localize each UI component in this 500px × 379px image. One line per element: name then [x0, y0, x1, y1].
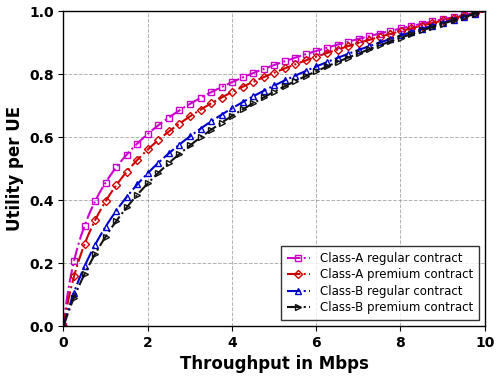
Line: Class-A premium contract: Class-A premium contract: [60, 8, 488, 329]
Class-B premium contract: [104, 233, 110, 238]
Class-B premium contract: [60, 324, 66, 329]
Line: Class-B regular contract: Class-B regular contract: [60, 8, 488, 329]
Class-B premium contract: [389, 39, 395, 43]
Class-A regular contract: [396, 27, 402, 31]
Class-A premium contract: [246, 81, 252, 86]
Class-B premium contract: [246, 103, 252, 108]
Class-A premium contract: [389, 31, 395, 36]
Class-B premium contract: [482, 9, 488, 13]
Class-A premium contract: [396, 29, 402, 34]
Line: Class-B premium contract: Class-B premium contract: [60, 8, 488, 329]
Legend: Class-A regular contract, Class-A premium contract, Class-B regular contract, Cl: Class-A regular contract, Class-A premiu…: [280, 246, 479, 320]
Class-B regular contract: [389, 36, 395, 41]
Class-A premium contract: [350, 42, 356, 47]
Class-A premium contract: [482, 9, 488, 13]
Class-B premium contract: [231, 113, 237, 117]
Class-B regular contract: [350, 50, 356, 54]
Class-B regular contract: [246, 96, 252, 101]
X-axis label: Throughput in Mbps: Throughput in Mbps: [180, 356, 368, 373]
Class-A regular contract: [104, 179, 110, 183]
Class-B premium contract: [350, 53, 356, 58]
Class-A regular contract: [350, 38, 356, 43]
Class-B regular contract: [60, 324, 66, 329]
Class-B regular contract: [396, 34, 402, 38]
Class-A regular contract: [231, 79, 237, 84]
Class-B regular contract: [482, 9, 488, 13]
Y-axis label: Utility per UE: Utility per UE: [6, 106, 24, 231]
Class-A premium contract: [104, 197, 110, 202]
Class-A regular contract: [482, 9, 488, 13]
Class-A premium contract: [231, 89, 237, 93]
Class-A regular contract: [246, 72, 252, 77]
Class-B regular contract: [104, 223, 110, 227]
Class-B premium contract: [396, 36, 402, 41]
Class-A regular contract: [389, 28, 395, 33]
Class-A premium contract: [60, 324, 66, 329]
Class-A regular contract: [60, 324, 66, 329]
Class-B regular contract: [231, 105, 237, 110]
Line: Class-A regular contract: Class-A regular contract: [60, 8, 488, 329]
